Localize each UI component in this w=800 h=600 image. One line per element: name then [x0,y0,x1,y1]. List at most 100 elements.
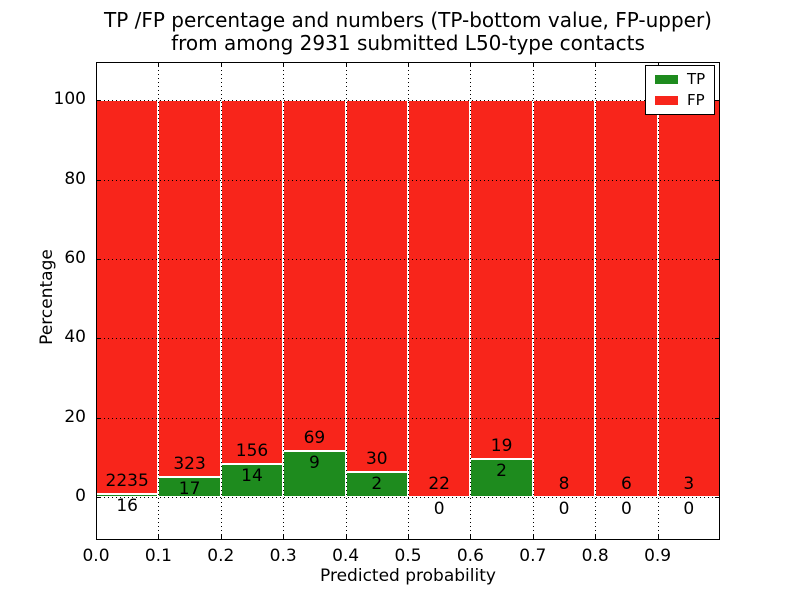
tp-count-label: 0 [620,499,632,520]
x-tick-mark [158,535,160,539]
x-tick-label: 0.6 [456,546,484,566]
legend-entry-fp: FP [655,93,705,108]
grid-line-horizontal [96,497,720,499]
x-tick-label: 0.1 [144,546,172,566]
y-tick-mark [715,338,719,340]
legend: TP FP [645,65,716,115]
chart-title: TP /FP percentage and numbers (TP-bottom… [96,9,720,55]
x-tick-mark [595,535,597,539]
bar-tp-segment [283,451,346,498]
tp-count-label: 17 [178,479,201,500]
x-tick-label: 0.5 [394,546,422,566]
tp-count-label: 0 [683,499,695,520]
x-tick-mark [158,63,160,67]
y-tick-mark [97,497,101,499]
bar-fp-segment [532,100,596,498]
grid-line-vertical [345,62,347,540]
x-tick-mark [96,63,97,67]
x-tick-label: 0.0 [82,546,110,566]
y-tick-mark [97,100,101,102]
grid-line-vertical [657,62,659,540]
x-tick-mark [283,535,285,539]
grid-line-vertical [283,62,285,540]
y-tick-mark [715,417,719,419]
fp-count-label: 323 [173,454,206,475]
fp-count-label: 3 [683,474,695,495]
x-tick-mark [532,535,534,539]
x-tick-mark [532,63,534,67]
legend-label-fp: FP [687,91,705,109]
y-tick-label: 100 [53,89,86,110]
tp-count-label: 2 [496,461,507,482]
chart-title-line2: from among 2931 submitted L50-type conta… [171,31,645,55]
x-tick-mark [408,63,409,67]
fp-count-label: 30 [365,449,388,470]
x-tick-label: 0.4 [332,546,360,566]
grid-line-vertical [595,62,597,540]
fp-count-label: 8 [558,474,570,495]
legend-swatch-fp-icon [655,96,678,105]
grid-line-vertical [408,62,409,540]
x-axis-label: Predicted probability [320,566,496,586]
bar-tp-segment [470,459,533,498]
bar-tp-segment [345,472,408,498]
legend-label-tp: TP [687,70,706,88]
grid-line-horizontal [96,338,720,340]
bar-fp-segment [345,100,408,473]
tp-count-label: 16 [116,496,138,517]
y-tick-label: 0 [75,486,86,507]
grid-line-horizontal [96,100,720,102]
x-tick-mark [220,535,222,539]
y-tick-label: 20 [64,406,86,427]
x-tick-mark [283,63,285,67]
y-tick-mark [715,100,719,102]
x-tick-mark [657,535,659,539]
grid-line-vertical [220,62,222,540]
bar-fp-segment [595,100,658,498]
bar-fp-segment [220,100,284,465]
bar-fp-segment [283,100,346,452]
y-tick-mark [97,417,101,419]
x-tick-label: 0.8 [581,546,609,566]
x-tick-label: 0.9 [644,546,672,566]
legend-entry-tp: TP [655,72,705,87]
fp-count-label: 6 [620,474,632,495]
fp-count-label: 19 [490,436,513,457]
grid-line-vertical [158,62,160,540]
x-tick-mark [96,535,97,539]
tp-count-label: 0 [558,499,570,520]
bar-fp-segment [470,100,533,460]
x-tick-mark [345,535,347,539]
fp-count-label: 2235 [105,471,149,492]
x-tick-mark [595,63,597,67]
bar-fp-segment [96,100,159,495]
chart-title-line1: TP /FP percentage and numbers (TP-bottom… [104,8,712,32]
y-tick-mark [715,258,719,260]
fp-count-label: 69 [303,428,326,449]
bar-tp-segment [220,464,284,498]
x-tick-mark [220,63,222,67]
bar-fp-segment [158,100,221,478]
y-tick-label: 80 [64,168,86,189]
y-tick-label: 60 [64,247,86,268]
x-tick-mark [408,535,409,539]
x-tick-label: 0.3 [269,546,297,566]
legend-swatch-tp-icon [655,75,678,84]
fp-count-label: 156 [235,441,269,462]
bar-fp-segment [408,100,471,498]
y-tick-mark [97,338,101,340]
grid-line-vertical [470,62,472,540]
bar-fp-segment [657,100,720,498]
x-tick-mark [470,63,472,67]
grid-line-vertical [532,62,534,540]
y-tick-mark [715,179,719,181]
grid-line-horizontal [96,258,720,260]
grid-line-horizontal [96,417,720,419]
x-tick-mark [345,63,347,67]
x-tick-label: 0.7 [519,546,547,566]
fp-count-label: 22 [428,474,450,495]
tp-count-label: 9 [308,453,320,474]
y-tick-mark [97,258,101,260]
